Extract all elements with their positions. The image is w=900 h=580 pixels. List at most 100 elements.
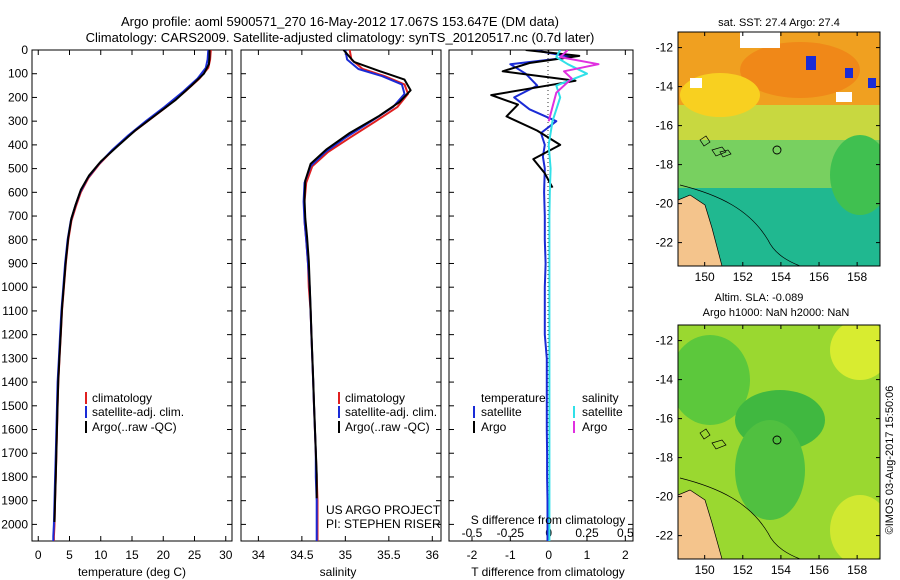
y-tick-label: 1100 <box>2 304 28 318</box>
s-difference-label: S difference from climatology <box>471 513 626 527</box>
legend-sat-label: satellite-adj. clim. <box>345 405 437 419</box>
map-x-tick-label: 154 <box>771 270 791 284</box>
map-y-tick-label: -18 <box>656 158 674 172</box>
y-tick-label: 200 <box>8 90 28 104</box>
t-difference-label: T difference from climatology <box>471 565 625 579</box>
sst-cloud-patch <box>845 68 853 78</box>
y-tick-label: 1300 <box>1 351 28 365</box>
legend-tsat-label: satellite <box>481 405 522 419</box>
series-line-argo <box>53 50 211 523</box>
x-tick-label: 0 <box>35 548 42 562</box>
s-tick-label: -0.5 <box>462 526 483 540</box>
map-y-tick-label: -18 <box>656 451 674 465</box>
sst-map-ticks: 150 152 154 156 158 -12 -14 -16 -18 -20 -22 <box>656 32 880 284</box>
y-tick-label: 1900 <box>1 494 28 508</box>
legend-clim-label: climatology <box>92 391 152 405</box>
x-tick-label: -1 <box>505 548 516 562</box>
x-tick-label: 36 <box>426 548 440 562</box>
sst-missing-patch <box>690 78 702 88</box>
temperature-lines <box>52 50 212 541</box>
map-y-tick-label: -12 <box>656 334 674 348</box>
s-tick-label: 0.25 <box>575 526 599 540</box>
x-tick-label: 1 <box>584 548 591 562</box>
difference-axes-box <box>448 49 634 542</box>
map-y-tick-label: -22 <box>656 529 674 543</box>
y-tick-label: 800 <box>8 233 28 247</box>
sst-shelf-contour <box>679 184 801 266</box>
temperature-ticks: 0 5 10 15 20 25 300100200300400500600700800900… <box>1 43 232 562</box>
x-tick-label: 10 <box>94 548 108 562</box>
sla-low-patch <box>678 335 750 425</box>
difference-legend: temperature satellite Argo salinity sate… <box>473 391 623 434</box>
sla-map-title-line1: Altim. SLA: -0.089 <box>715 292 804 304</box>
difference-ticks: -2 -1 0 1 2-0.5 -0.25 0 0.25 0.5 <box>449 49 634 562</box>
map-x-tick-label: 156 <box>809 270 829 284</box>
temperature-legend: climatology satellite-adj. clim. Argo(..… <box>85 391 184 434</box>
title-line1: Argo profile: aoml 5900571_270 16-May-20… <box>121 14 559 29</box>
salinity-lines <box>302 50 412 541</box>
y-tick-label: 1000 <box>1 280 28 294</box>
sla-shelf-contour <box>679 477 801 559</box>
y-tick-label: 2000 <box>1 517 28 531</box>
sst-land <box>678 194 723 266</box>
pi-annotation: PI: STEPHEN RISER <box>326 517 441 531</box>
salinity-axes-box <box>240 49 442 542</box>
series-line-S-argo <box>547 50 600 122</box>
sst-map-title: sat. SST: 27.4 Argo: 27.4 <box>718 17 840 29</box>
series-line-T-argo <box>490 50 581 189</box>
sla-reef-outline <box>699 428 727 450</box>
y-tick-label: 700 <box>8 209 28 223</box>
x-tick-label: 34.5 <box>290 548 314 562</box>
sst-warm-patch <box>740 42 860 98</box>
legend-ssat-label: satellite <box>582 405 623 419</box>
x-tick-label: 0 <box>545 548 552 562</box>
difference-lines <box>490 50 600 541</box>
y-tick-label: 1200 <box>1 328 28 342</box>
sst-green-patch <box>830 135 880 215</box>
series-line-S-satellite <box>547 50 588 541</box>
sla-land <box>678 489 723 559</box>
y-tick-label: 1400 <box>1 375 28 389</box>
legend-sat-label: satellite-adj. clim. <box>92 405 184 419</box>
argo-position-marker <box>772 435 782 445</box>
x-tick-label: 2 <box>622 548 629 562</box>
sst-cloud-patch <box>806 56 816 70</box>
s-tick-label: 0.5 <box>617 526 634 540</box>
x-tick-label: 35.5 <box>377 548 401 562</box>
legend-targo-label: Argo <box>481 420 507 434</box>
x-tick-label: 35 <box>339 548 353 562</box>
y-tick-label: 400 <box>8 138 28 152</box>
title-line2: Climatology: CARS2009. Satellite-adjuste… <box>86 30 595 45</box>
map-y-tick-label: -20 <box>656 490 674 504</box>
map-x-tick-label: 158 <box>847 270 867 284</box>
difference-panel: -2 -1 0 1 2-0.5 -0.25 0 0.25 0.5 temperature sat… <box>448 49 634 579</box>
sla-map-panel: Altim. SLA: -0.089 Argo h1000: NaN h2000… <box>656 292 881 577</box>
x-tick-label: 15 <box>125 548 139 562</box>
s-tick-label: -0.25 <box>497 526 525 540</box>
map-x-tick-label: 152 <box>733 563 753 577</box>
sst-missing-patch <box>836 92 852 102</box>
x-tick-label: 20 <box>157 548 171 562</box>
map-y-tick-label: -16 <box>656 412 674 426</box>
map-y-tick-label: -12 <box>656 41 674 55</box>
y-tick-label: 500 <box>8 162 28 176</box>
y-tick-label: 600 <box>8 185 28 199</box>
legend-temperature-title: temperature <box>481 391 546 405</box>
series-line-T-satellite <box>509 50 573 541</box>
sla-map-frame <box>677 324 881 560</box>
sla-high-patch <box>830 325 880 380</box>
y-tick-label: 0 <box>21 43 28 57</box>
y-tick-label: 1500 <box>1 399 28 413</box>
series-line-argo <box>303 50 412 499</box>
y-tick-label: 1800 <box>1 470 28 484</box>
map-x-tick-label: 154 <box>771 563 791 577</box>
legend-argo-label: Argo(..raw -QC) <box>345 420 430 434</box>
imos-timestamp: ©IMOS 03-Aug-2017 15:50:06 <box>884 386 896 535</box>
map-y-tick-label: -14 <box>656 373 674 387</box>
sst-missing-patch <box>740 32 780 48</box>
sst-reef-outline <box>699 135 732 158</box>
y-tick-label: 1700 <box>1 446 28 460</box>
x-tick-label: 34 <box>252 548 266 562</box>
x-tick-label: 30 <box>219 548 233 562</box>
x-tick-label: 5 <box>66 548 73 562</box>
